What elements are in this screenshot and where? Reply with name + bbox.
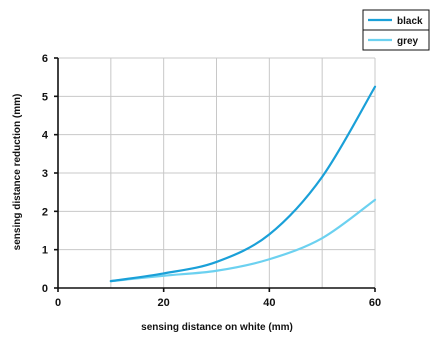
y-tick-label-4: 4: [42, 130, 49, 142]
y-tick-label-5: 5: [42, 91, 48, 103]
series-line-black: [109, 85, 377, 283]
y-tick-label-0: 0: [42, 283, 48, 295]
grid: [58, 57, 376, 288]
legend-label-grey: grey: [397, 36, 419, 47]
axes: [54, 57, 376, 292]
series-lines: [109, 85, 377, 283]
x-tick-label-60: 60: [369, 297, 381, 309]
x-axis-title: sensing distance on white (mm): [141, 322, 293, 333]
y-tick-label-6: 6: [42, 53, 48, 65]
legend-label-black: black: [397, 16, 423, 27]
y-tick-label-3: 3: [42, 168, 48, 180]
y-tick-label-1: 1: [42, 245, 48, 257]
x-tick-label-0: 0: [55, 297, 61, 309]
y-axis-title: sensing distance reduction (mm): [12, 94, 23, 251]
x-tick-label-20: 20: [158, 297, 170, 309]
legend: black grey: [362, 9, 430, 51]
x-tick-label-40: 40: [263, 297, 275, 309]
series-line-grey: [109, 198, 377, 283]
y-tick-label-2: 2: [42, 206, 48, 218]
